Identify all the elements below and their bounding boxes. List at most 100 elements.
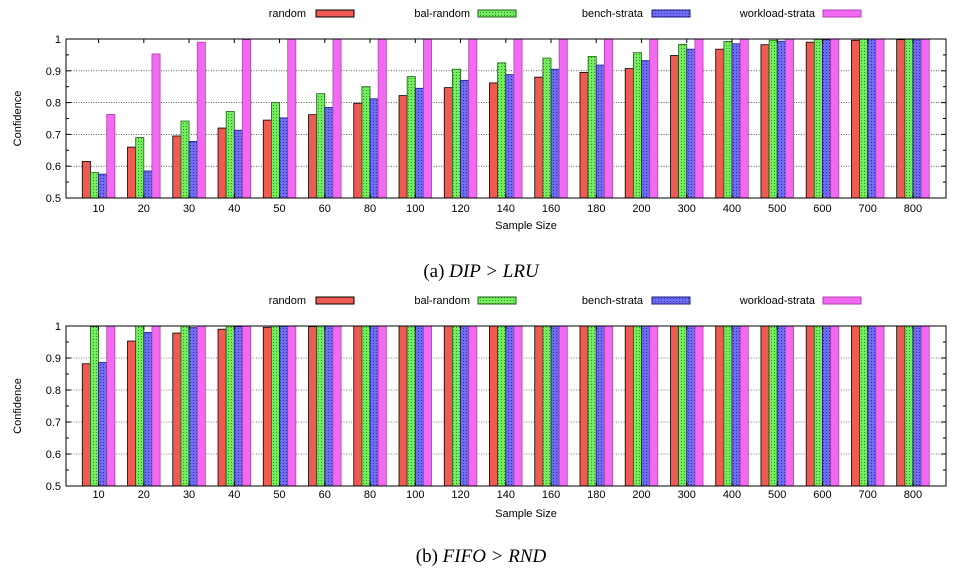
legend-label: workload-strata: [739, 8, 816, 20]
x-tick-label: 30: [183, 203, 195, 215]
bar-bench-strata: [143, 331, 153, 487]
bar-workload-strata: [377, 38, 387, 199]
legend-swatch: [651, 296, 691, 305]
bar-workload-strata: [332, 325, 342, 487]
y-tick-label: 0.8: [46, 385, 61, 397]
x-tick-label: 10: [92, 203, 104, 215]
x-tick-label: 300: [678, 489, 696, 501]
x-tick-label: 500: [768, 489, 786, 501]
bar-random: [760, 325, 770, 487]
bar-bench-strata: [550, 68, 560, 199]
bar-workload-strata: [468, 38, 478, 199]
bar-bench-strata: [822, 325, 832, 487]
bar-bench-strata: [233, 326, 243, 487]
bar-bench-strata: [414, 87, 424, 199]
bar-bal-random: [135, 137, 145, 199]
y-tick-label: 0.9: [46, 353, 61, 365]
legend-swatch: [477, 9, 517, 18]
legend-swatch: [477, 296, 517, 305]
x-tick-label: 140: [497, 489, 515, 501]
bar-bal-random: [723, 325, 733, 487]
y-tick-label: 0.6: [46, 449, 61, 461]
bar-random: [443, 325, 453, 487]
x-tick-label: 20: [138, 203, 150, 215]
legend-label: random: [269, 8, 306, 20]
bar-workload-strata: [694, 325, 704, 487]
bar-workload-strata: [920, 325, 930, 487]
bar-bench-strata: [867, 38, 877, 199]
bar-workload-strata: [649, 38, 659, 199]
bar-random: [715, 48, 725, 199]
legend-label: bench-strata: [582, 8, 644, 20]
y-tick-label: 0.6: [46, 161, 61, 173]
y-tick-label: 0.5: [46, 193, 61, 205]
bar-workload-strata: [830, 325, 840, 487]
legend-swatch: [315, 296, 355, 305]
bar-workload-strata: [242, 39, 251, 199]
bar-random: [308, 114, 318, 199]
x-tick-label: 30: [183, 489, 195, 501]
x-tick-label: 800: [904, 203, 922, 215]
bar-bench-strata: [414, 325, 424, 487]
bar-bal-random: [587, 56, 597, 199]
bar-random: [443, 87, 453, 199]
bar-random: [805, 41, 815, 199]
bar-workload-strata: [106, 325, 116, 487]
bar-random: [624, 325, 634, 487]
bar-bench-strata: [776, 325, 786, 487]
bar-bench-strata: [550, 325, 560, 487]
legend-label: bal-random: [414, 8, 470, 20]
bar-random: [489, 325, 499, 487]
bar-bal-random: [768, 325, 778, 487]
bar-random: [896, 325, 906, 487]
bar-workload-strata: [604, 325, 613, 487]
bar-workload-strata: [558, 38, 568, 199]
bar-workload-strata: [513, 325, 523, 487]
x-tick-label: 60: [319, 489, 331, 501]
bar-workload-strata: [151, 53, 161, 199]
bars: 10 20 30 40 50 60 80 100 120 140 160 180 200 300 400 50…: [81, 325, 930, 501]
bar-bench-strata: [641, 60, 651, 199]
bar-random: [127, 340, 137, 487]
bar-bench-strata: [731, 43, 741, 199]
bar-random: [353, 325, 363, 487]
y-tick-label: 1: [55, 321, 61, 333]
bar-random: [489, 82, 499, 199]
bar-workload-strata: [196, 325, 206, 487]
legend: random bal-random bench-strata workload-str…: [269, 8, 862, 20]
bar-random: [172, 135, 182, 199]
x-tick-label: 200: [632, 203, 650, 215]
bar-bench-strata: [369, 325, 379, 487]
x-tick-label: 400: [723, 203, 741, 215]
bar-random: [398, 325, 408, 487]
y-tick-label: 0.9: [46, 66, 61, 78]
bar-workload-strata: [196, 41, 206, 199]
bar-bal-random: [225, 325, 235, 487]
bar-bench-strata: [98, 173, 108, 199]
x-tick-label: 50: [273, 489, 285, 501]
y-tick-label: 0.8: [46, 98, 61, 110]
y-axis-label: Confidence: [12, 91, 24, 147]
bar-random: [353, 102, 363, 199]
bar-bal-random: [451, 325, 461, 487]
bar-bench-strata: [641, 325, 651, 487]
bar-random: [760, 44, 770, 199]
bar-bal-random: [90, 326, 99, 487]
bar-bal-random: [587, 325, 597, 487]
bar-bench-strata: [188, 140, 198, 199]
legend-swatch: [651, 9, 691, 18]
bar-random: [308, 326, 318, 487]
x-tick-label: 100: [406, 203, 424, 215]
x-tick-label: 160: [542, 203, 560, 215]
bar-bench-strata: [505, 74, 515, 199]
caption-text: FIFO > RND: [442, 546, 547, 567]
x-axis-label: Sample Size: [495, 220, 557, 232]
bar-bal-random: [813, 325, 823, 487]
bar-workload-strata: [694, 38, 704, 199]
chart-dip-lru: random bal-random bench-strata workload-str…: [12, 8, 947, 282]
y-tick-label: 0.5: [46, 481, 61, 493]
x-tick-label: 80: [364, 489, 376, 501]
bar-workload-strata: [649, 325, 659, 487]
bar-bal-random: [316, 325, 326, 487]
bar-bench-strata: [279, 117, 289, 199]
